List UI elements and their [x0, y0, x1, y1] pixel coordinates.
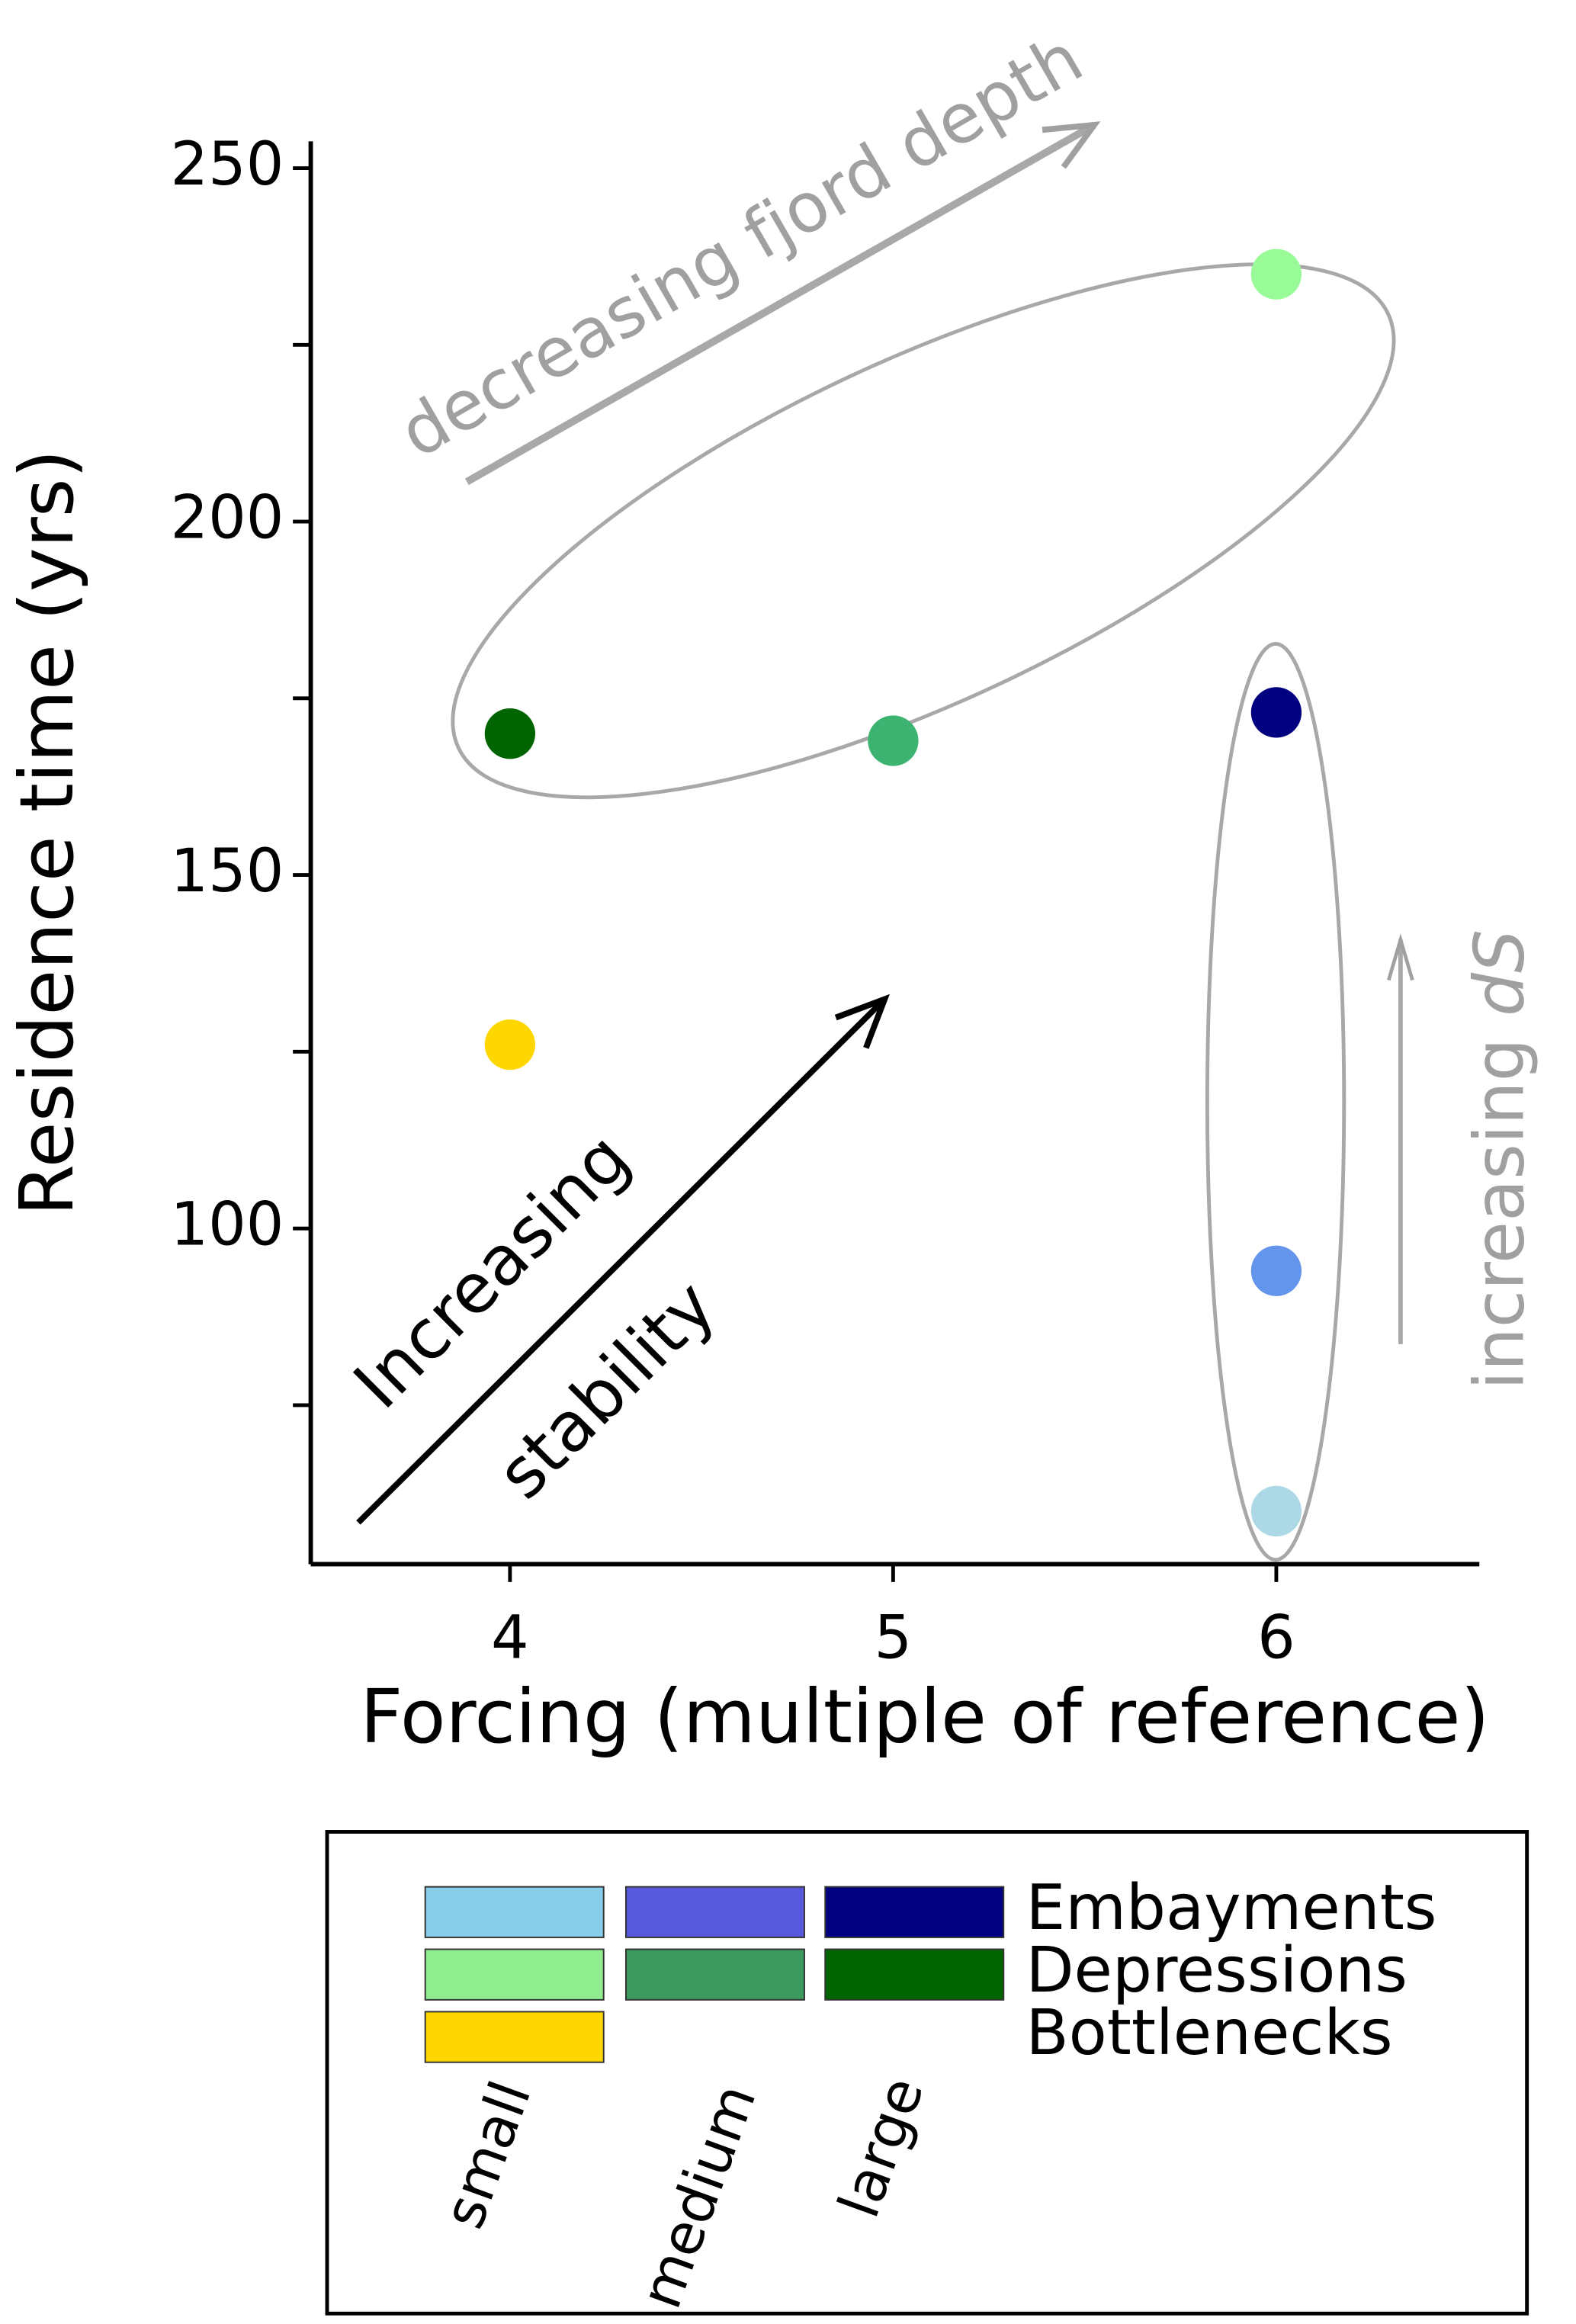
legend-swatch — [424, 1886, 605, 1938]
annotation-part: dS — [1461, 929, 1540, 1016]
x-axis-label: Forcing (multiple of reference) — [360, 1673, 1489, 1760]
legend-column-label: medium — [628, 2076, 769, 2317]
x-tick-label: 6 — [1257, 1603, 1295, 1672]
group-ellipse — [451, 262, 1396, 800]
legend-swatch — [824, 1948, 1005, 2001]
y-tick-label: 150 — [171, 837, 284, 906]
arrow — [464, 121, 1101, 486]
point — [484, 708, 536, 759]
annotation: increasing dS — [1461, 929, 1540, 1390]
x-tick-label: 5 — [875, 1603, 913, 1672]
legend-swatch — [424, 1948, 605, 2001]
point — [1250, 1485, 1302, 1537]
point — [1250, 249, 1302, 300]
legend-swatch — [424, 2011, 605, 2063]
legend-column-label: small — [431, 2073, 544, 2237]
y-tick-label: 200 — [171, 484, 284, 553]
point — [868, 715, 919, 766]
legend-box — [325, 1830, 1529, 2316]
legend-label: Depressions — [1026, 1934, 1407, 2007]
y-axis-label: Residence time (yrs) — [3, 449, 90, 1215]
x-tick-label: 4 — [491, 1603, 529, 1672]
annotation: decreasing fjord depth — [387, 18, 1096, 473]
point — [1250, 1245, 1302, 1296]
legend-swatch — [824, 1886, 1005, 1938]
point — [1250, 687, 1302, 738]
annotations: decreasing fjord depth Increasing stabil… — [339, 18, 1540, 1562]
arrow — [356, 993, 890, 1525]
legend-label: Embayments — [1026, 1872, 1436, 1944]
y-tick-label: 100 — [171, 1191, 284, 1260]
annotation: stability — [483, 1266, 731, 1514]
legend-column-label: large — [827, 2069, 937, 2226]
group-ellipse — [1205, 641, 1347, 1562]
y-tick-label: 250 — [171, 130, 284, 199]
point — [484, 1019, 536, 1071]
legend-swatch — [624, 1948, 805, 2001]
legend-swatch — [624, 1886, 805, 1938]
annotation-part: increasing — [1461, 1016, 1540, 1390]
legend-label: Bottlenecks — [1026, 1997, 1392, 2069]
